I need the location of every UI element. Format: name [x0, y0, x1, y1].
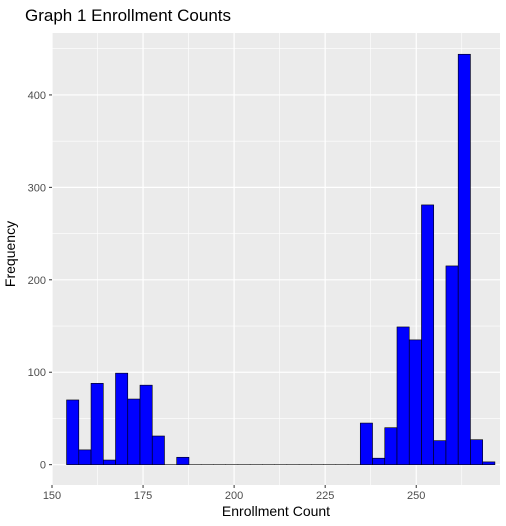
- histogram-bar: [78, 449, 92, 465]
- histogram-bar: [433, 440, 447, 465]
- x-tick-label: 150: [43, 490, 61, 502]
- histogram-bar: [396, 326, 410, 465]
- histogram-bar: [421, 204, 435, 465]
- histogram-bar: [66, 399, 80, 465]
- y-axis: 0 100 200 300 400: [28, 90, 52, 472]
- histogram-bar: [470, 439, 483, 465]
- histogram-bar: [408, 339, 422, 465]
- y-tick-label: 400: [28, 90, 46, 102]
- histogram-bar: [151, 435, 165, 465]
- histogram-bar: [115, 372, 129, 465]
- histogram-bar: [176, 456, 190, 465]
- x-tick-label: 250: [407, 490, 425, 502]
- y-tick-label: 200: [28, 275, 46, 287]
- histogram-bar: [90, 383, 104, 465]
- histogram-bar: [445, 265, 459, 465]
- histogram-bar: [139, 384, 153, 465]
- chart-title: Graph 1 Enrollment Counts: [25, 6, 231, 25]
- histogram-bar: [384, 427, 398, 465]
- y-tick-label: 300: [28, 182, 46, 194]
- y-tick-label: 0: [40, 460, 46, 472]
- histogram-bar: [372, 457, 386, 465]
- histogram-bar: [127, 398, 141, 465]
- histogram-bar: [457, 53, 471, 465]
- histogram-bar: [482, 461, 496, 465]
- x-tick-label: 200: [225, 490, 243, 502]
- bars: [66, 53, 496, 465]
- x-axis: 150 175 200 225 250: [43, 485, 425, 502]
- x-tick-label: 175: [134, 490, 152, 502]
- x-axis-label: Enrollment Count: [221, 503, 331, 519]
- x-tick-label: 225: [316, 490, 334, 502]
- histogram-bar: [359, 422, 373, 465]
- y-tick-label: 100: [28, 367, 46, 379]
- histogram-bar: [102, 459, 116, 465]
